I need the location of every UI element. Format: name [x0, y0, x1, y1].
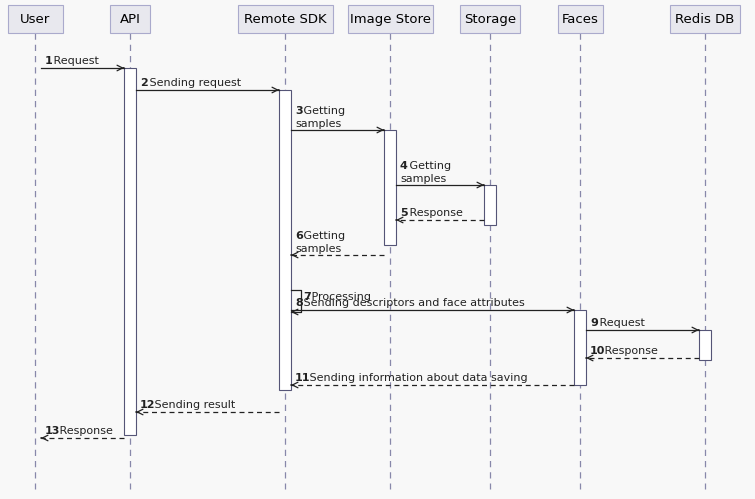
Text: Request: Request — [596, 318, 644, 328]
Text: samples: samples — [400, 174, 446, 184]
Bar — [238, 5, 332, 33]
Text: Faces: Faces — [562, 12, 599, 25]
Text: Sending information about data saving: Sending information about data saving — [306, 373, 528, 383]
Text: samples: samples — [295, 119, 341, 129]
Text: Sending result: Sending result — [151, 400, 236, 410]
Bar — [460, 5, 520, 33]
Text: 4: 4 — [400, 161, 408, 171]
Text: 7: 7 — [303, 292, 311, 302]
Bar — [279, 90, 291, 390]
Text: Getting: Getting — [300, 231, 346, 241]
Text: 2: 2 — [140, 78, 148, 88]
Text: 1: 1 — [45, 56, 53, 66]
Bar — [347, 5, 433, 33]
Bar — [670, 5, 740, 33]
Bar — [110, 5, 150, 33]
Bar — [557, 5, 602, 33]
Text: 13: 13 — [45, 426, 60, 436]
Text: Storage: Storage — [464, 12, 516, 25]
Bar — [384, 130, 396, 245]
Text: 3: 3 — [295, 106, 303, 116]
Text: 9: 9 — [590, 318, 598, 328]
Bar — [699, 330, 711, 360]
Text: 10: 10 — [590, 346, 606, 356]
Text: Redis DB: Redis DB — [675, 12, 735, 25]
Text: Request: Request — [51, 56, 100, 66]
Bar — [574, 310, 586, 385]
Text: Response: Response — [405, 208, 462, 218]
Text: Sending request: Sending request — [146, 78, 241, 88]
Text: 8: 8 — [295, 298, 303, 308]
Text: Getting: Getting — [405, 161, 451, 171]
Text: User: User — [20, 12, 50, 25]
Text: Sending descriptors and face attributes: Sending descriptors and face attributes — [300, 298, 525, 308]
Bar — [8, 5, 63, 33]
Text: Response: Response — [601, 346, 658, 356]
Text: 5: 5 — [400, 208, 408, 218]
Text: Getting: Getting — [300, 106, 346, 116]
Text: Remote SDK: Remote SDK — [244, 12, 326, 25]
Text: samples: samples — [295, 244, 341, 254]
Text: 11: 11 — [295, 373, 310, 383]
Text: Processing: Processing — [309, 292, 371, 302]
Text: 6: 6 — [295, 231, 303, 241]
Text: API: API — [119, 12, 140, 25]
Text: Response: Response — [56, 426, 113, 436]
Bar — [484, 185, 496, 225]
Text: 12: 12 — [140, 400, 156, 410]
Text: Image Store: Image Store — [350, 12, 430, 25]
Bar — [124, 68, 136, 435]
